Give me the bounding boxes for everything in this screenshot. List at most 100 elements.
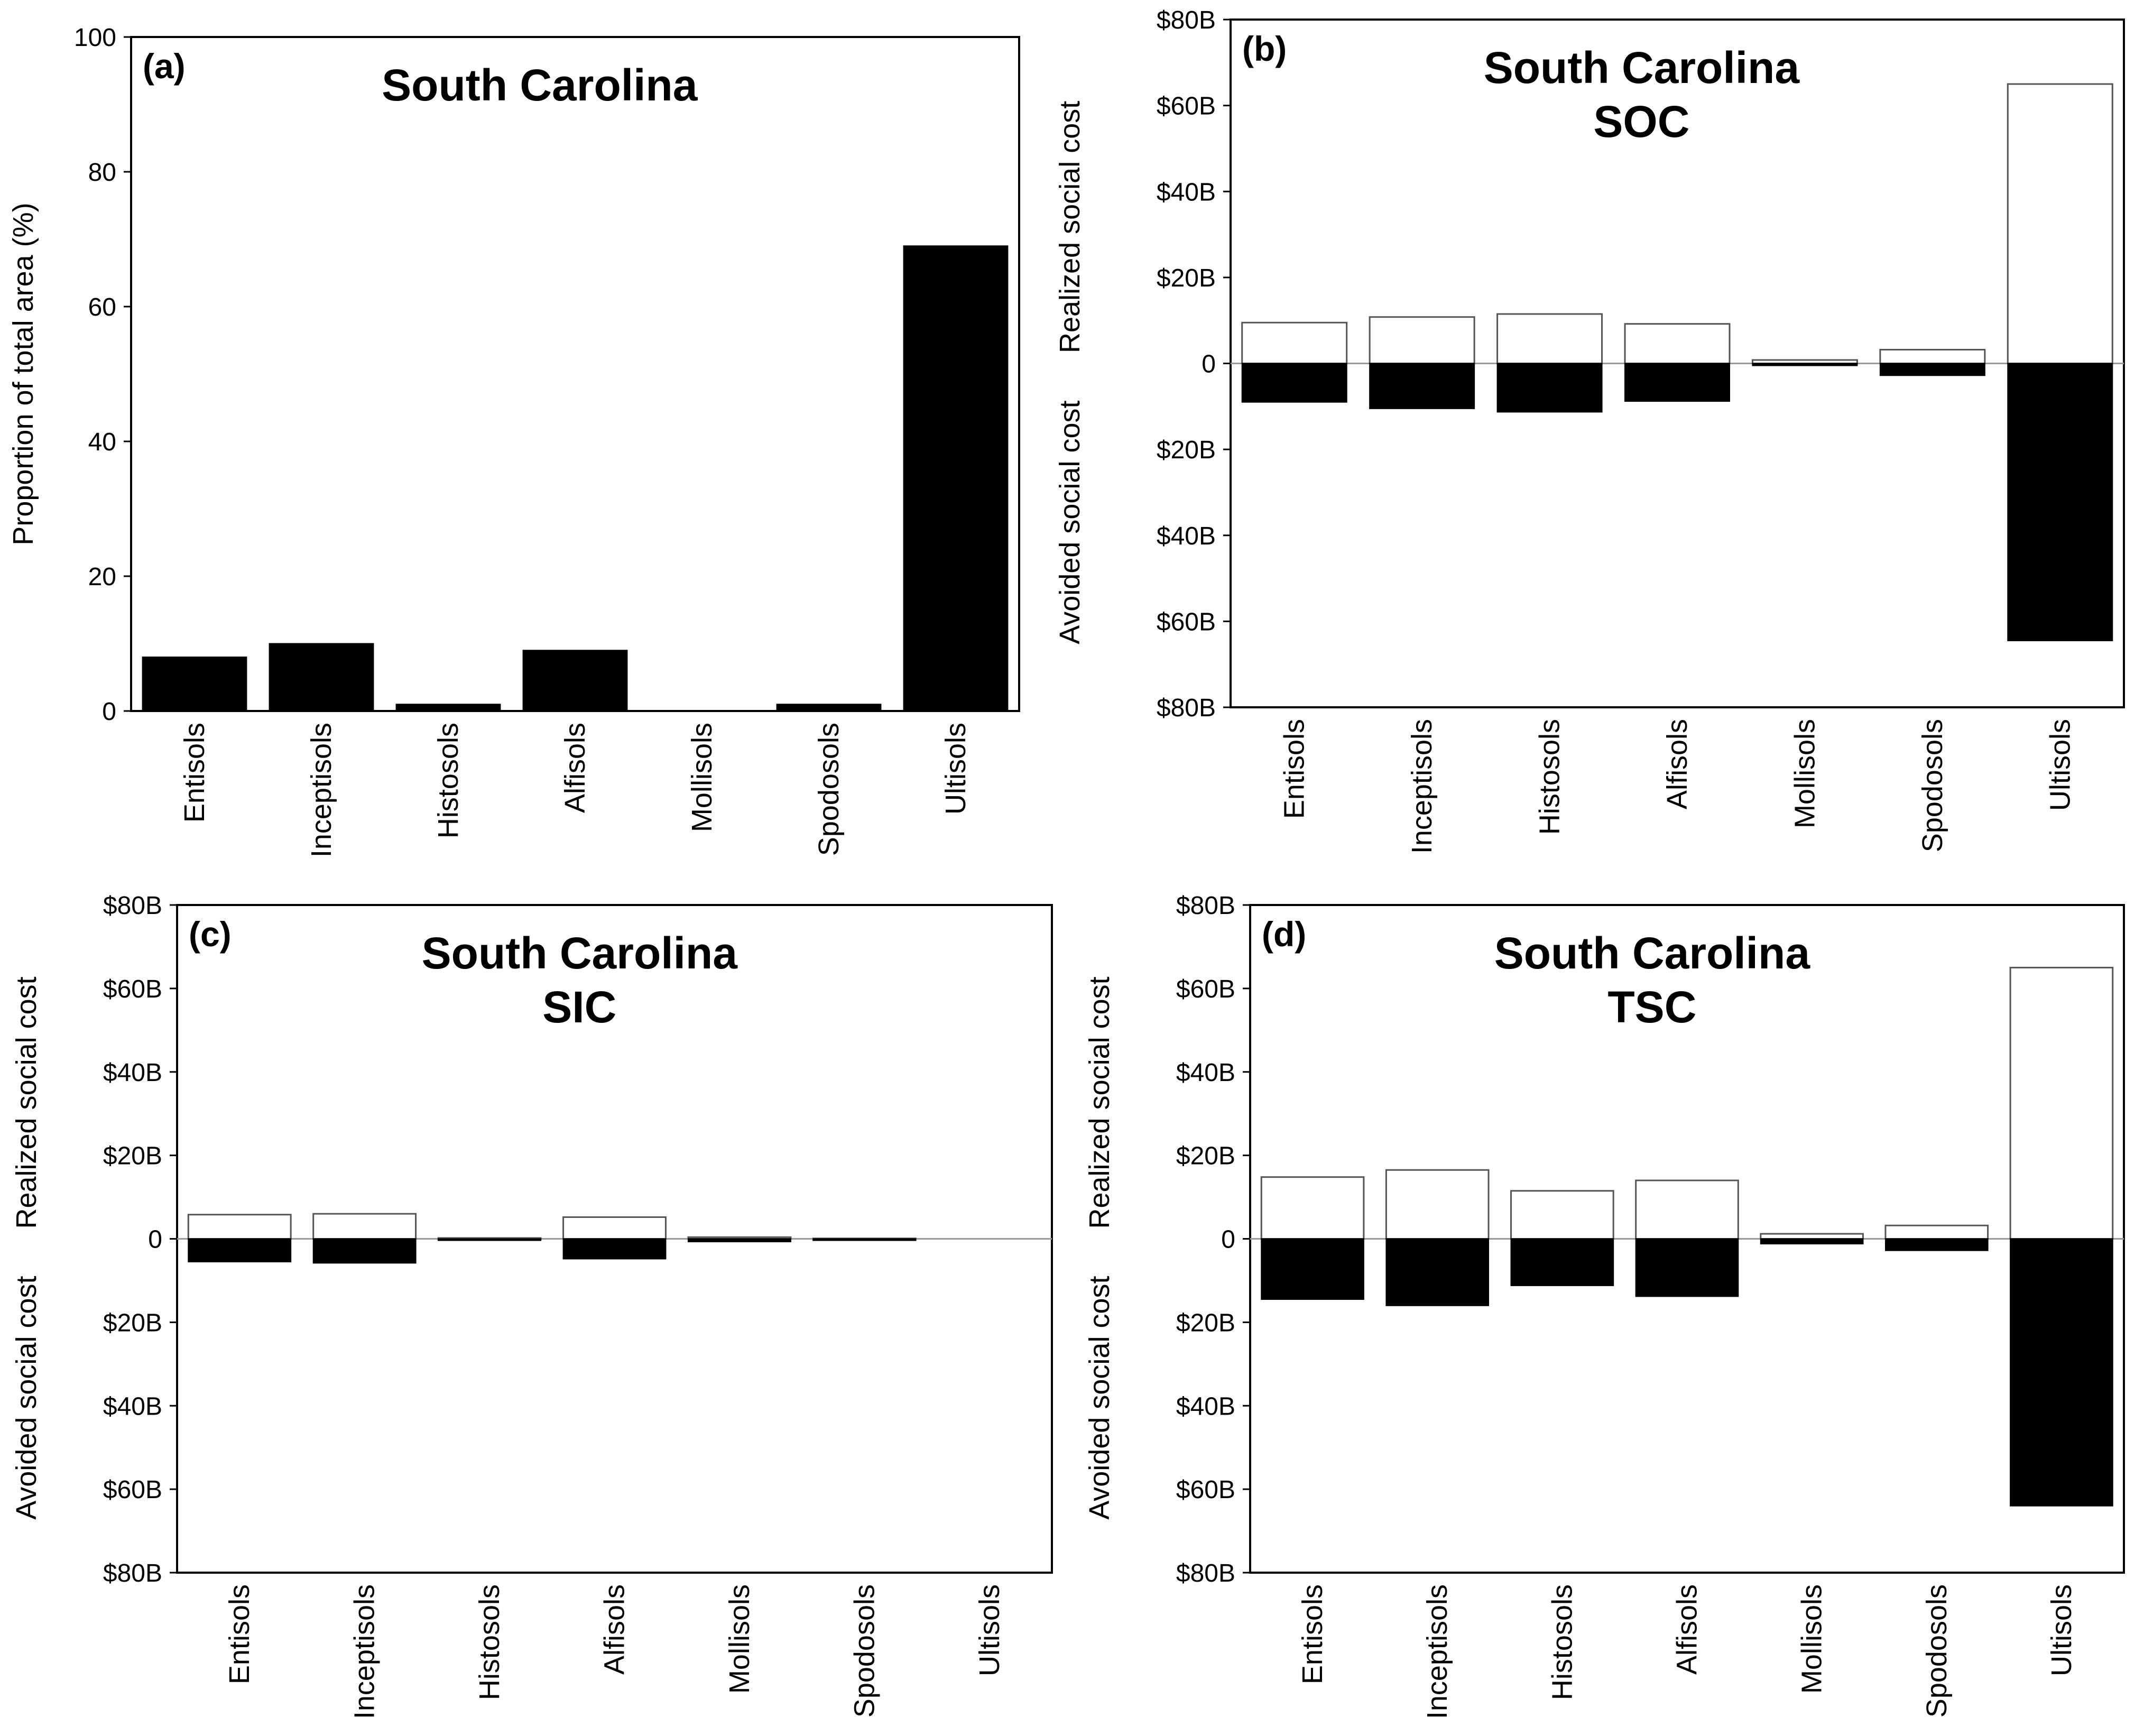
bar-realized-inceptisols <box>312 1213 417 1240</box>
x-category-label: Mollisols <box>686 723 718 832</box>
x-category-label: Alfisols <box>559 723 591 813</box>
bar-realized-entisols <box>187 1214 292 1240</box>
y-tick-label: 80 <box>88 159 116 187</box>
y-tick-label: $20B <box>103 1142 162 1170</box>
panel-label: (c) <box>189 915 232 954</box>
x-category-label: Spodosols <box>813 723 845 856</box>
y-axis-label: Proportion of total area (%) <box>7 202 39 545</box>
y-tick-label: 100 <box>74 24 116 52</box>
bar-avoided-entisols <box>188 1238 292 1262</box>
chart-panel-2: $80B $60B $40B $20B 0 $20B $40B $60B $80B Entisol… <box>1054 6 2125 854</box>
bar-realized-histosols <box>1510 1190 1614 1240</box>
bar-realized-alfisols <box>562 1216 667 1240</box>
x-category-label: Ultisols <box>2044 719 2076 811</box>
y-tick-label: $40B <box>1157 178 1216 206</box>
panel-label: (b) <box>1242 29 1287 68</box>
chart-title: South Carolina <box>382 60 698 110</box>
y-tick-label: $80B <box>1157 6 1216 34</box>
bar-avoided-alfisols <box>1624 363 1730 402</box>
chart-subtitle: SOC <box>1593 97 1689 146</box>
panel-label: (a) <box>143 47 186 86</box>
x-category-label: Alfisols <box>1671 1584 1703 1675</box>
bar-avoided-alfisols <box>1635 1238 1739 1297</box>
y-axis-label-avoided: Avoided social cost <box>11 1276 42 1520</box>
bar-realized-inceptisols <box>1369 316 1475 364</box>
y-tick-label: $80B <box>1176 1559 1235 1587</box>
bar-entisols <box>142 657 247 712</box>
y-tick-label: 40 <box>88 428 116 456</box>
y-tick-label: $40B <box>103 1392 162 1420</box>
bar-avoided-mollisols <box>687 1238 791 1243</box>
chart-title: South Carolina <box>1484 43 1800 93</box>
x-category-label: Mollisols <box>1789 719 1820 828</box>
chart-subtitle: TSC <box>1607 982 1696 1032</box>
bar-inceptisols <box>269 643 374 712</box>
y-tick-label: $80B <box>1176 892 1235 920</box>
bar-realized-histosols <box>1496 313 1603 364</box>
bar-spodosols <box>776 704 882 712</box>
y-tick-label: 0 <box>1221 1226 1235 1254</box>
y-axis-label-avoided: Avoided social cost <box>1084 1276 1115 1520</box>
bar-avoided-spodosols <box>1884 1238 1989 1251</box>
y-tick-label: $80B <box>1157 694 1216 722</box>
x-category-label: Entisols <box>1279 719 1310 819</box>
y-tick-label: 0 <box>148 1226 162 1254</box>
bar-histosols <box>395 704 501 712</box>
bar-realized-alfisols <box>1624 323 1731 365</box>
x-category-label: Entisols <box>224 1584 255 1684</box>
bar-avoided-inceptisols <box>1385 1238 1490 1306</box>
y-axis-label-realized: Realized social cost <box>11 976 42 1229</box>
x-category-label: Histosols <box>432 723 464 838</box>
y-tick-label: $60B <box>1157 608 1216 636</box>
bar-realized-spodosols <box>1884 1224 1989 1240</box>
bar-ultisols <box>903 245 1009 712</box>
y-tick-label: 0 <box>1202 350 1216 378</box>
y-tick-label: $40B <box>1176 1392 1235 1420</box>
y-tick-label: $80B <box>103 892 162 920</box>
y-tick-label: $60B <box>1176 975 1235 1003</box>
bar-realized-inceptisols <box>1385 1169 1490 1240</box>
y-tick-label: $60B <box>103 1476 162 1504</box>
x-category-label: Inceptisols <box>349 1584 381 1719</box>
bar-realized-ultisols <box>2007 83 2113 364</box>
y-tick-label: $60B <box>1157 93 1216 121</box>
chart-panel-3: $80B $60B $40B $20B 0 $20B $40B $60B $80B Entisol… <box>11 892 1053 1719</box>
y-tick-label: $20B <box>1157 264 1216 292</box>
bar-avoided-entisols <box>1241 363 1347 403</box>
bar-avoided-mollisols <box>1760 1238 1864 1244</box>
x-category-label: Ultisols <box>940 723 972 815</box>
chart-title: South Carolina <box>422 928 738 978</box>
bar-alfisols <box>522 650 628 712</box>
x-category-label: Spodosols <box>1921 1584 1953 1717</box>
bar-realized-alfisols <box>1635 1179 1739 1240</box>
chart-title: South Carolina <box>1494 928 1811 978</box>
y-tick-label: $60B <box>103 975 162 1003</box>
chart-subtitle: SIC <box>542 982 616 1032</box>
y-axis-label-avoided: Avoided social cost <box>1054 401 1086 644</box>
x-category-label: Spodosols <box>1917 719 1948 852</box>
y-tick-label: $80B <box>103 1559 162 1587</box>
bar-realized-mollisols <box>1760 1233 1864 1240</box>
y-axis-label-realized: Realized social cost <box>1084 976 1115 1229</box>
chart-panel-4: $80B $60B $40B $20B 0 $20B $40B $60B $80B Entisol… <box>1084 892 2125 1719</box>
y-tick-label: 60 <box>88 293 116 321</box>
y-tick-label: $40B <box>103 1059 162 1087</box>
bar-avoided-entisols <box>1261 1238 1364 1300</box>
bar-realized-spodosols <box>1879 348 1986 364</box>
bar-realized-entisols <box>1260 1176 1365 1240</box>
x-category-label: Alfisols <box>1661 719 1693 809</box>
bar-avoided-histosols <box>438 1238 542 1241</box>
y-tick-label: $40B <box>1176 1059 1235 1087</box>
x-category-label: Inceptisols <box>306 723 337 857</box>
bar-avoided-spodosols <box>1879 363 1985 376</box>
x-category-label: Spodosols <box>848 1584 880 1717</box>
bar-realized-entisols <box>1241 321 1348 364</box>
y-tick-label: $20B <box>1176 1142 1235 1170</box>
x-category-label: Inceptisols <box>1406 719 1438 854</box>
y-tick-label: 0 <box>102 698 116 726</box>
bar-realized-ultisols <box>2009 966 2114 1240</box>
bar-avoided-mollisols <box>1752 363 1858 366</box>
y-tick-label: $20B <box>1157 436 1216 464</box>
x-category-label: Histosols <box>474 1584 505 1700</box>
